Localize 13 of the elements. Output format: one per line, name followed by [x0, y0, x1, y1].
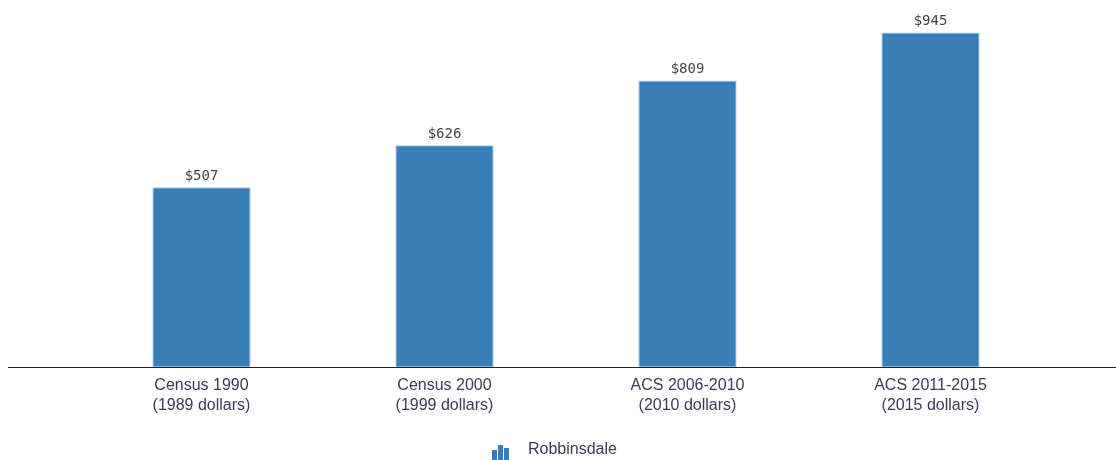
x-tick-label: Census 2000 (1999 dollars) — [395, 376, 494, 413]
x-tick-label: Census 1990 (1989 dollars) — [152, 376, 251, 413]
data-label: $626 — [427, 124, 462, 141]
bar — [638, 80, 737, 368]
bar — [395, 145, 494, 368]
x-tick-label: ACS 2006-2010 (2010 dollars) — [630, 376, 745, 413]
bar — [152, 187, 251, 368]
bar — [881, 32, 980, 368]
data-label: $507 — [184, 166, 219, 183]
x-tick-label: ACS 2011-2015 (2015 dollars) — [874, 376, 987, 413]
legend-label: Robbinsdale — [528, 440, 618, 457]
data-label: $945 — [913, 12, 948, 28]
data-label: $809 — [670, 60, 705, 77]
